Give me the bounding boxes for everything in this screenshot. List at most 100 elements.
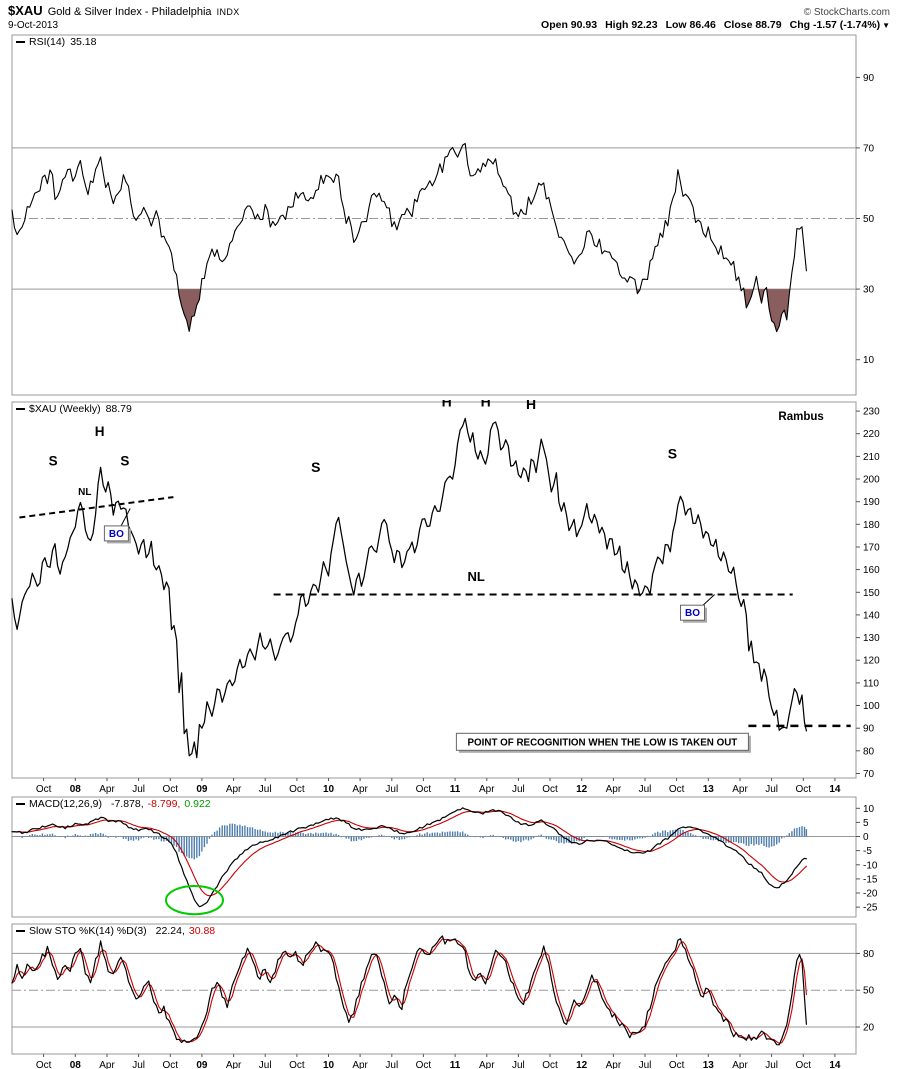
macd-histogram-bar [796, 827, 798, 837]
x-tick-label: Oct [796, 1060, 812, 1069]
macd-histogram-bar [221, 825, 223, 837]
macd-histogram-bar [591, 836, 593, 837]
macd-histogram-bar [758, 836, 760, 846]
x-tick-label: Apr [226, 1060, 242, 1069]
macd-histogram-bar [140, 836, 142, 839]
neckline-1 [19, 496, 174, 519]
annotation-text-H: H [481, 400, 491, 410]
macd-histogram-bar [735, 836, 737, 842]
macd-histogram-bar [26, 836, 28, 837]
x-tick-label: 08 [70, 784, 82, 794]
annotation-box-text: BO [685, 608, 700, 619]
macd-histogram-bar [274, 831, 276, 837]
macd-histogram-bar [613, 836, 616, 840]
macd-histogram-bar [396, 836, 398, 839]
annotation-text-H: H [95, 424, 105, 439]
macd-histogram-bar [287, 832, 289, 837]
x-tick-label: Jul [132, 1060, 145, 1069]
macd-histogram-bar [327, 833, 330, 837]
macd-legend: MACD(12,26,9) -7.878, -8.799, 0.922 [16, 798, 211, 810]
macd-histogram-bar [46, 834, 49, 837]
macd-histogram-bar [801, 826, 803, 837]
annotation-box [103, 525, 129, 542]
macd-histogram-bar [593, 836, 596, 837]
x-tick-label: 10 [323, 1060, 335, 1069]
macd-histogram-bar [568, 836, 570, 843]
macd-histogram-bar [583, 836, 585, 838]
open-value: 90.93 [570, 19, 598, 31]
macd-histogram-bar [770, 836, 773, 847]
macd-histogram-bar [168, 836, 170, 843]
price-legend-value: 88.79 [105, 403, 132, 415]
y-tick-label: 200 [863, 475, 880, 486]
macd-histogram-bar [188, 836, 190, 859]
macd-line [11, 807, 808, 908]
y-tick-label: -5 [863, 846, 872, 857]
macd-histogram-bar [634, 836, 636, 840]
high-value: 92.23 [631, 19, 658, 31]
down-arrow-icon: ▼ [882, 21, 890, 30]
macd-histogram-bar [434, 832, 436, 837]
x-tick-label: Jul [259, 784, 272, 794]
macd-histogram-bar [702, 836, 704, 839]
chg-label: Chg [789, 19, 811, 31]
annotation-text-S: S [668, 446, 677, 462]
macd-histogram-bar [229, 823, 231, 837]
macd-histogram-bar [502, 836, 504, 838]
macd-histogram-bar [89, 834, 92, 837]
x-tick-label: 11 [450, 784, 461, 794]
macd-histogram-bar [631, 836, 633, 841]
panel-border [11, 34, 857, 396]
macd-histogram-bar [92, 833, 94, 837]
macd-histogram-bar [798, 827, 801, 837]
macd-histogram-bar [684, 831, 687, 837]
macd-histogram-bar [170, 836, 173, 843]
macd-histogram-bar [791, 831, 793, 837]
macd-histogram-bar [431, 832, 433, 837]
macd-histogram-bar [677, 828, 679, 837]
macd-histogram-bar [472, 836, 474, 837]
macd-histogram-bar [768, 836, 770, 848]
macd-histogram-bar [180, 836, 183, 854]
macd-histogram-bar [236, 825, 238, 837]
macd-histogram-bar [510, 836, 512, 840]
macd-histogram-bar [305, 834, 307, 837]
macd-histogram-bar [246, 827, 249, 837]
macd-histogram-bar [368, 836, 370, 838]
y-tick-label: 220 [863, 429, 880, 440]
macd-histogram-bar [353, 836, 355, 842]
macd-histogram-bar [178, 836, 180, 852]
macd-histogram-bar [239, 824, 241, 837]
annotation-text-S: S [120, 453, 129, 468]
macd-histogram-bar [31, 834, 33, 837]
x-tick-label: Apr [732, 1060, 748, 1069]
macd-histogram-bar [527, 836, 530, 841]
macd-histogram-bar [56, 836, 59, 837]
close-value: 88.79 [755, 19, 782, 31]
x-tick-label: Oct [36, 1060, 52, 1069]
macd-histogram-bar [355, 836, 358, 841]
macd-histogram-bar [411, 836, 413, 837]
price-chart-svg: 230 220 210 200 190 180 170 160 150 140 130 120 110 1… [11, 400, 880, 794]
y-tick-label: -15 [863, 874, 878, 885]
rsi-line-swatch-icon [16, 41, 25, 43]
macd-histogram-bar [776, 836, 778, 845]
macd-histogram-bar [24, 836, 26, 837]
macd-legend-label: MACD(12,26,9) [29, 798, 102, 810]
macd-histogram-bar [500, 836, 502, 837]
panel-border [11, 796, 857, 918]
macd-histogram-bar [669, 830, 671, 837]
macd-histogram-bar [454, 831, 456, 837]
macd-histogram-bar [641, 836, 644, 839]
macd-histogram-bar [196, 836, 198, 858]
macd-histogram-bar [616, 836, 618, 840]
macd-histogram-bar [416, 835, 418, 837]
macd-histogram-bar [163, 836, 165, 842]
macd-histogram-bar [99, 832, 102, 837]
macd-histogram-bar [132, 836, 135, 841]
macd-histogram-bar [489, 835, 492, 837]
y-tick-label: 0 [863, 832, 869, 843]
macd-histogram-bar [381, 834, 383, 837]
macd-histogram-bar [335, 833, 337, 837]
macd-histogram-bar [419, 833, 421, 837]
